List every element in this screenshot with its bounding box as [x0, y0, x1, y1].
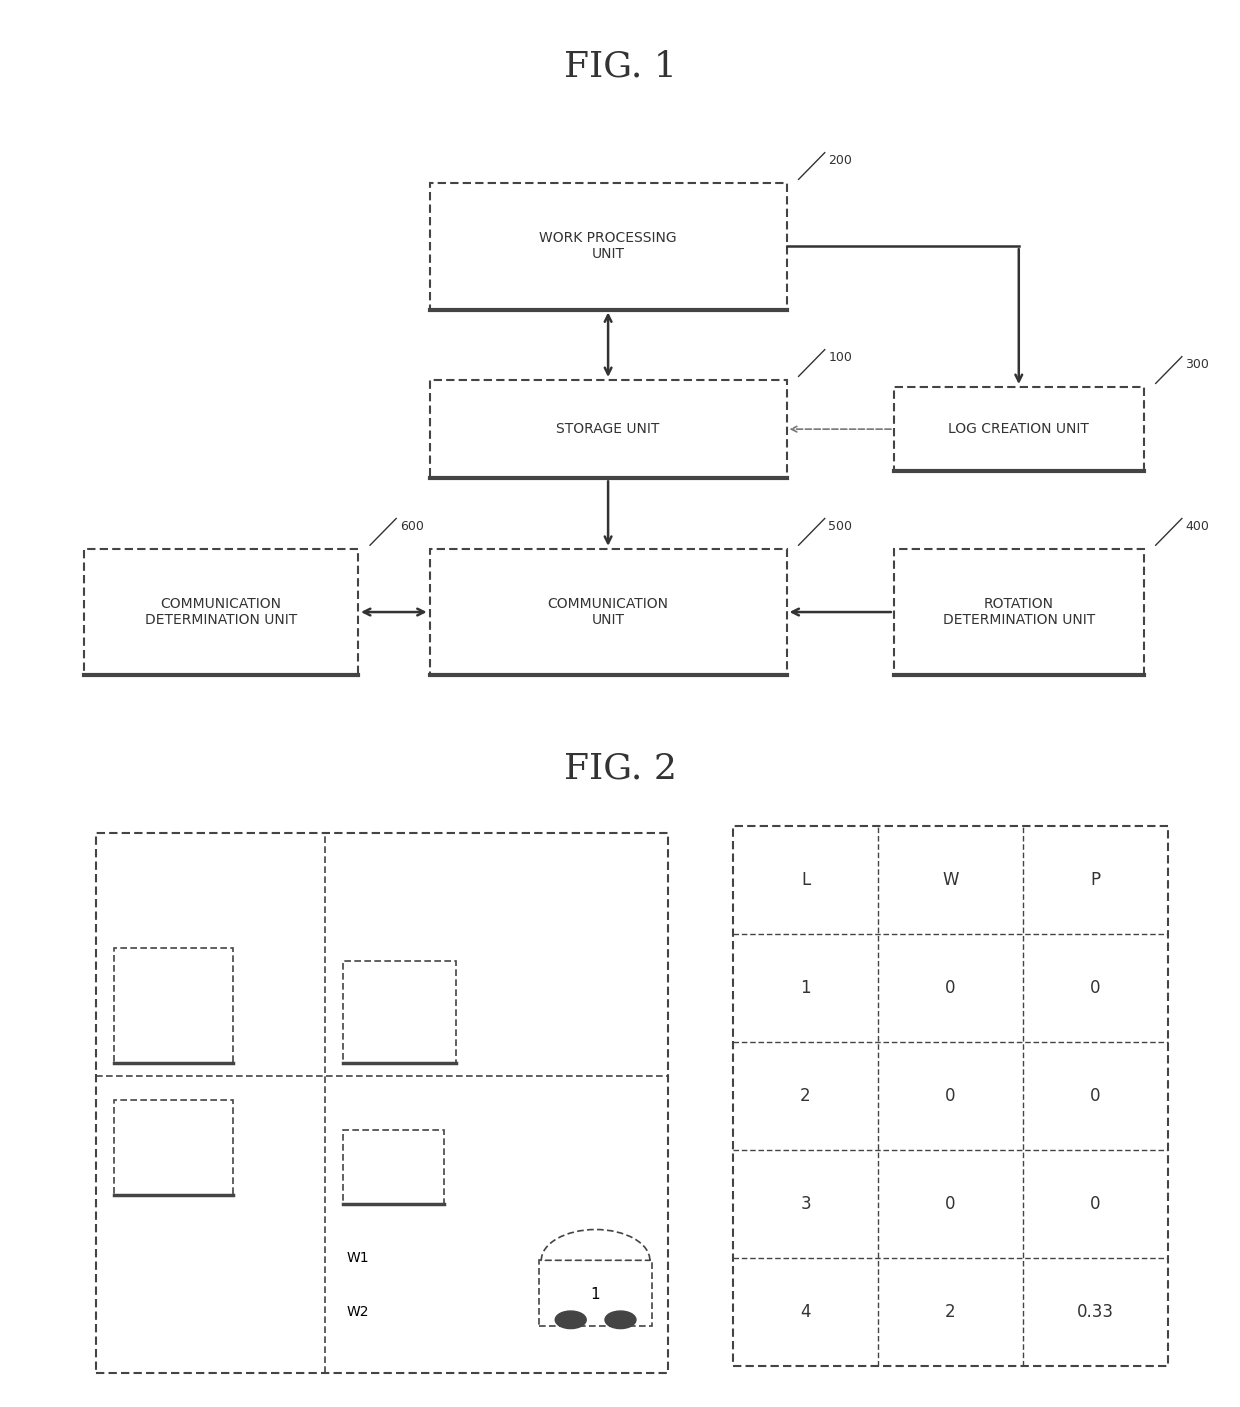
Text: 2: 2 [945, 1303, 956, 1321]
Text: COMMUNICATION
UNIT: COMMUNICATION UNIT [548, 597, 668, 628]
Text: P: P [1090, 871, 1100, 889]
Text: 0: 0 [1090, 1088, 1100, 1106]
Text: 1: 1 [800, 979, 811, 998]
Text: COMMUNICATION
DETERMINATION UNIT: COMMUNICATION DETERMINATION UNIT [145, 597, 298, 628]
Bar [84, 549, 358, 675]
Text: STORAGE UNIT: STORAGE UNIT [557, 422, 660, 436]
Text: 0: 0 [945, 1196, 956, 1213]
Bar [733, 826, 1168, 1366]
Text: 600: 600 [399, 519, 424, 532]
Bar [97, 833, 667, 1373]
Bar [894, 387, 1143, 471]
Text: WORK PROCESSING
UNIT: WORK PROCESSING UNIT [539, 231, 677, 262]
Bar [342, 961, 456, 1062]
Bar [429, 380, 786, 478]
Circle shape [556, 1311, 587, 1328]
Bar [894, 549, 1143, 675]
Text: FIG. 1: FIG. 1 [563, 49, 677, 83]
Text: W2: W2 [346, 1306, 368, 1320]
Text: 0: 0 [945, 1088, 956, 1106]
Text: L2: L2 [357, 978, 373, 992]
Text: 0: 0 [1090, 979, 1100, 998]
Text: W1: W1 [346, 1251, 368, 1265]
Text: FIG. 2: FIG. 2 [563, 751, 677, 787]
Text: 2: 2 [800, 1088, 811, 1106]
Text: 200: 200 [828, 153, 852, 166]
Text: W: W [942, 871, 959, 889]
Bar [429, 183, 786, 310]
Bar [429, 549, 786, 675]
Text: L: L [801, 871, 810, 889]
Text: L1: L1 [129, 965, 145, 979]
Bar [342, 1130, 444, 1204]
Text: 100: 100 [828, 350, 852, 363]
Text: 3: 3 [800, 1196, 811, 1213]
Text: 500: 500 [828, 519, 852, 532]
Text: 0.33: 0.33 [1076, 1303, 1114, 1321]
Wedge shape [542, 1230, 650, 1261]
Bar [114, 948, 233, 1062]
Text: L3: L3 [129, 1117, 145, 1131]
Text: 0: 0 [945, 979, 956, 998]
Text: 1: 1 [590, 1286, 600, 1301]
Text: LOG CREATION UNIT: LOG CREATION UNIT [949, 422, 1089, 436]
Bar [114, 1100, 233, 1195]
Text: ROTATION
DETERMINATION UNIT: ROTATION DETERMINATION UNIT [942, 597, 1095, 628]
Text: 400: 400 [1185, 519, 1209, 532]
Text: 4: 4 [800, 1303, 811, 1321]
Circle shape [605, 1311, 636, 1328]
Text: 0: 0 [1090, 1196, 1100, 1213]
Text: 300: 300 [1185, 357, 1209, 371]
Text: L4: L4 [357, 1147, 373, 1161]
Bar [539, 1261, 652, 1325]
